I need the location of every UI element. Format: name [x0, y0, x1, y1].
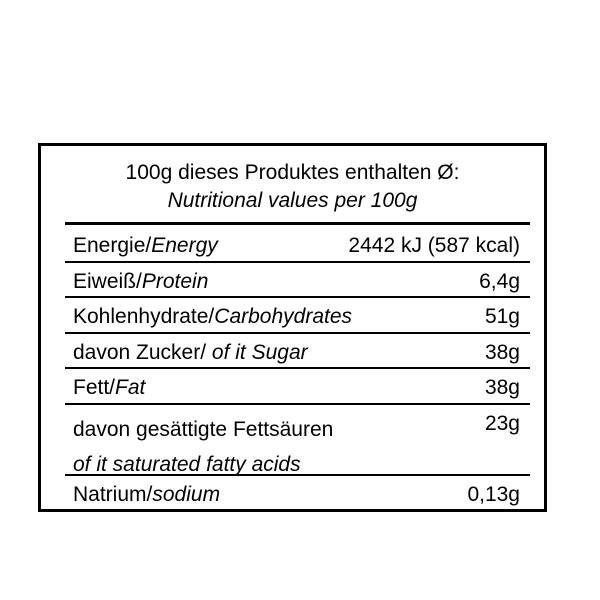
row-value: 51g — [484, 305, 520, 328]
label-de: davon Zucker/ — [73, 340, 212, 364]
row-value: 0,13g — [467, 482, 520, 506]
row-value: 6,4g — [479, 269, 520, 293]
label-en: of it Sugar — [211, 340, 308, 364]
label-en: Fat — [115, 376, 146, 399]
row-rule — [65, 473, 530, 476]
row-label: Eiweiß/Protein — [73, 270, 208, 294]
row-label: Natrium/sodium — [73, 483, 220, 507]
label-en: Energy — [151, 234, 218, 257]
row-value: 23g — [484, 411, 520, 435]
row-rule — [65, 367, 530, 369]
label-de: Natrium/ — [73, 482, 153, 506]
row-rule — [65, 402, 530, 405]
label-de: Eiweiß/ — [73, 269, 142, 293]
header-line: Nutritional values per 100g — [167, 189, 418, 212]
row-label: Kohlenhydrate/Carbohydrates — [73, 305, 352, 329]
label-de: davon gesättigte Fettsäuren — [73, 417, 334, 441]
label-de: Fett/ — [73, 376, 116, 399]
label-en: Carbohydrates — [214, 305, 353, 328]
label-en: of it saturated fatty acids — [73, 452, 301, 476]
row-value: 2442 kJ (587 kcal) — [348, 234, 520, 257]
header-rule — [65, 222, 530, 225]
row-value: 38g — [484, 340, 520, 364]
label-de: Energie/ — [73, 234, 152, 257]
label-en: Protein — [141, 269, 209, 293]
row-value: 38g — [484, 376, 520, 399]
row-label: Energie/Energy — [73, 234, 218, 258]
header-line: 100g dieses Produktes enthalten Ø: — [125, 161, 460, 184]
label-de: Kohlenhydrate/ — [73, 305, 215, 328]
row-label: davon gesättigte Fettsäuren of it saturat… — [73, 412, 333, 482]
row-rule — [65, 260, 530, 263]
row-label: Fett/Fat — [73, 376, 145, 400]
label-en: sodium — [152, 482, 221, 506]
row-rule — [65, 296, 530, 298]
row-label: davon Zucker/ of it Sugar — [73, 341, 308, 365]
nutrition-label: 100g dieses Produktes enthalten Ø: Nutri… — [38, 143, 547, 512]
row-rule — [65, 331, 530, 334]
